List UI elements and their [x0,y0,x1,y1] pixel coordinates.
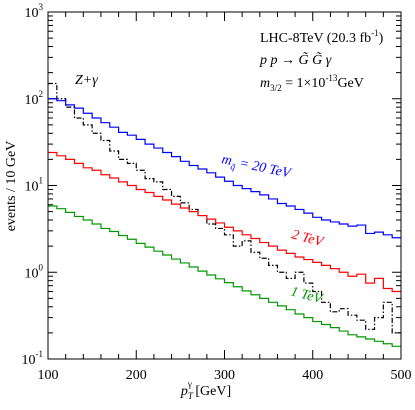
x-axis-title-symbol: p [180,384,188,399]
annotation-process: p p → G̃ G̃ γ [259,52,332,68]
x-tick-label: 200 [126,368,147,383]
y-tick-label: 103 [25,2,44,21]
y-tick-base: 10 [22,353,36,368]
series-label-blue-symbol: m [220,152,233,169]
annotation-mass: m3/2 = 1×10-13GeV [260,73,364,93]
y-tick-label: 100 [25,262,44,281]
annotation-luminosity-exp: -1 [371,28,379,38]
series-label-blue-text: = 20 TeV [234,155,293,181]
series-label-green: 1 TeV [289,284,325,307]
y-axis-title: events / 10 GeV [4,141,19,232]
y-tick-exp: 1 [39,176,44,186]
series-label-red: 2 TeV [290,227,326,250]
series-label-blue: mq̃ = 20 TeV [220,152,293,183]
y-tick-exp: 2 [39,89,44,99]
annotation-luminosity-text: LHC-8TeV (20.3 fb [260,31,371,46]
series-label-blue-sub: q̃ [230,161,237,172]
annotation-mass-eq: = 1×10 [282,76,326,91]
annotation-mass-symbol: m [260,76,270,91]
y-tick-label: 10-1 [22,349,44,368]
series-label-zgamma: Z+γ [75,73,98,88]
y-tick-label: 102 [25,89,44,108]
series-line-blue [48,98,401,239]
series-line-red [48,151,401,293]
series-line-green [48,205,401,347]
y-tick-base: 10 [25,6,39,21]
x-axis-title-sup: γ [187,379,192,389]
x-axis-title-unit: [GeV] [192,384,231,399]
annotation-mass-sub: 3/2 [270,83,282,93]
plot-frame [47,11,402,360]
y-tick-label: 101 [25,176,44,195]
x-tick-label: 400 [302,368,323,383]
annotation-block: LHC-8TeV (20.3 fb-1) p p → G̃ G̃ γ m3/2 … [259,28,384,93]
y-tick-exp: 3 [39,2,44,12]
x-tick-label: 300 [214,368,235,383]
annotation-mass-unit: GeV [337,76,363,91]
x-tick-label: 100 [38,368,59,383]
annotation-luminosity-close: ) [379,31,384,46]
annotation-mass-exp: -13 [325,73,337,83]
y-tick-exp: -1 [36,349,44,359]
series-layer [48,82,401,347]
y-tick-base: 10 [25,93,39,108]
x-axis-title-sub: T [188,391,194,401]
y-tick-base: 10 [25,266,39,281]
y-tick-base: 10 [25,180,39,195]
annotation-luminosity: LHC-8TeV (20.3 fb-1) [260,28,384,46]
x-axis-title: pTγ [GeV] [180,379,231,401]
y-tick-exp: 0 [39,262,44,272]
x-tick-label: 500 [391,368,412,383]
